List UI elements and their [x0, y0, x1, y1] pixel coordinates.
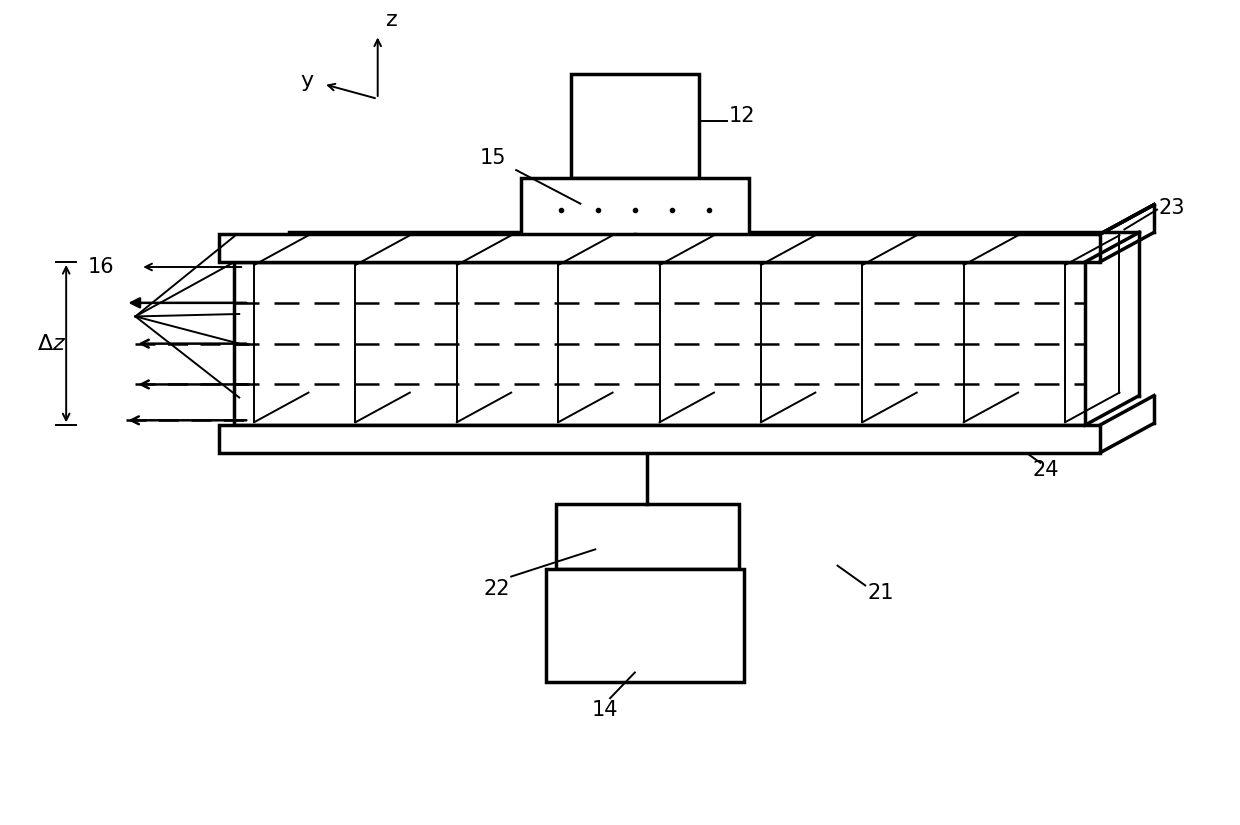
Text: z: z [386, 10, 397, 30]
Text: 21: 21 [867, 583, 894, 603]
Text: 15: 15 [480, 148, 506, 168]
Text: $\Delta z$: $\Delta z$ [37, 333, 66, 354]
Text: 23: 23 [1159, 198, 1185, 218]
Text: 24: 24 [1032, 460, 1059, 480]
Text: 16: 16 [88, 257, 114, 277]
Bar [556, 504, 739, 568]
Text: 12: 12 [729, 106, 755, 125]
Bar [219, 425, 1100, 453]
Bar [219, 234, 1100, 262]
Text: y: y [300, 71, 314, 91]
Bar [521, 178, 749, 243]
Bar [570, 74, 699, 178]
Text: 22: 22 [484, 578, 510, 598]
Bar [234, 262, 1085, 425]
Bar [546, 568, 744, 682]
Text: 14: 14 [591, 700, 619, 720]
